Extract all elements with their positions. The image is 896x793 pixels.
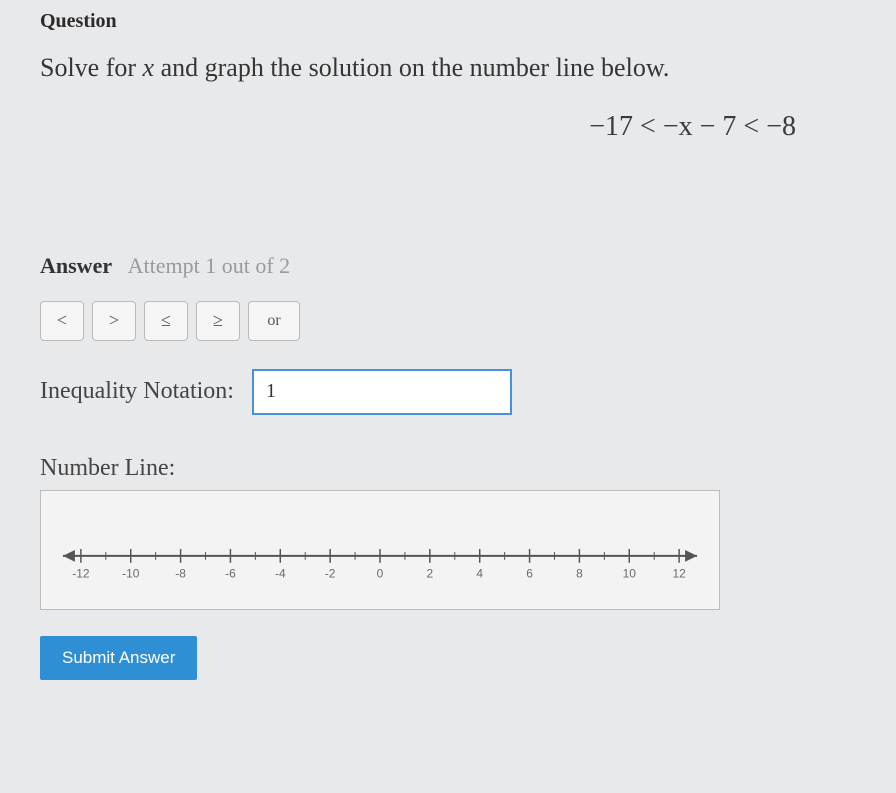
inequality-notation-row: Inequality Notation: <box>40 369 856 415</box>
svg-text:-4: -4 <box>275 566 286 580</box>
less-equal-button[interactable]: ≤ <box>144 301 188 341</box>
greater-equal-button[interactable]: ≥ <box>196 301 240 341</box>
svg-text:10: 10 <box>623 566 637 580</box>
less-than-button[interactable]: < <box>40 301 84 341</box>
variable-x: x <box>143 53 155 82</box>
number-line-box[interactable]: -12 -10 -8 -6 -4 -2 0 2 4 6 8 10 12 <box>40 490 720 610</box>
svg-text:-10: -10 <box>122 566 140 580</box>
svg-text:6: 6 <box>526 566 533 580</box>
inequality-notation-input[interactable] <box>252 369 512 415</box>
number-line-svg: -12 -10 -8 -6 -4 -2 0 2 4 6 8 10 12 <box>41 491 719 609</box>
attempt-counter: Attempt 1 out of 2 <box>128 253 291 278</box>
inequality-equation: −17 < −x − 7 < −8 <box>40 111 856 143</box>
greater-than-button[interactable]: > <box>92 301 136 341</box>
svg-text:0: 0 <box>377 566 384 580</box>
answer-header: Answer Attempt 1 out of 2 <box>40 253 856 279</box>
answer-label: Answer <box>40 253 112 278</box>
svg-text:-12: -12 <box>72 566 89 580</box>
svg-text:8: 8 <box>576 566 583 580</box>
inequality-notation-label: Inequality Notation: <box>40 378 234 405</box>
svg-text:-6: -6 <box>225 566 236 580</box>
question-label: Question <box>40 10 856 33</box>
svg-text:-8: -8 <box>175 566 186 580</box>
svg-text:4: 4 <box>476 566 483 580</box>
number-line-label: Number Line: <box>40 455 856 482</box>
symbol-toolbar: < > ≤ ≥ or <box>40 301 856 341</box>
svg-text:2: 2 <box>427 566 434 580</box>
submit-answer-button[interactable]: Submit Answer <box>40 636 197 680</box>
question-prompt: Solve for x and graph the solution on th… <box>40 51 856 85</box>
or-button[interactable]: or <box>248 301 300 341</box>
svg-text:-2: -2 <box>325 566 336 580</box>
svg-text:12: 12 <box>672 566 685 580</box>
